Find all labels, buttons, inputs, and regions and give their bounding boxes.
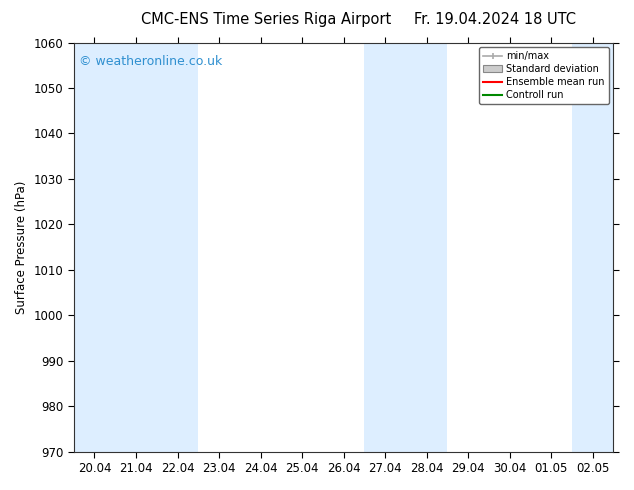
Legend: min/max, Standard deviation, Ensemble mean run, Controll run: min/max, Standard deviation, Ensemble me…: [479, 48, 609, 104]
Bar: [74, 43, 157, 452]
Text: CMC-ENS Time Series Riga Airport: CMC-ENS Time Series Riga Airport: [141, 12, 391, 27]
Text: © weatheronline.co.uk: © weatheronline.co.uk: [79, 55, 223, 68]
Text: Fr. 19.04.2024 18 UTC: Fr. 19.04.2024 18 UTC: [413, 12, 576, 27]
Bar: [365, 43, 448, 452]
Bar: [572, 43, 622, 452]
Bar: [157, 43, 198, 452]
Y-axis label: Surface Pressure (hPa): Surface Pressure (hPa): [15, 180, 28, 314]
